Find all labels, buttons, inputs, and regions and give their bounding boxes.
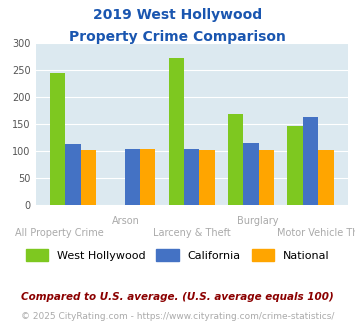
Bar [244, 143, 259, 205]
Text: Property Crime Comparison: Property Crime Comparison [69, 30, 286, 44]
Bar [169, 58, 184, 205]
Bar [200, 149, 215, 205]
Bar [259, 149, 274, 205]
Text: 2019 West Hollywood: 2019 West Hollywood [93, 8, 262, 22]
Text: Compared to U.S. average. (U.S. average equals 100): Compared to U.S. average. (U.S. average … [21, 292, 334, 302]
Text: Motor Vehicle Theft: Motor Vehicle Theft [277, 228, 355, 238]
Text: © 2025 CityRating.com - https://www.cityrating.com/crime-statistics/: © 2025 CityRating.com - https://www.city… [21, 312, 334, 321]
Bar [318, 149, 334, 205]
Text: Larceny & Theft: Larceny & Theft [153, 228, 231, 238]
Bar [287, 126, 303, 205]
Bar [140, 149, 155, 205]
Bar [228, 114, 244, 205]
Bar [125, 148, 140, 205]
Bar [81, 149, 96, 205]
Bar [50, 73, 65, 205]
Bar [184, 149, 200, 205]
Text: All Property Crime: All Property Crime [15, 228, 104, 238]
Text: Burglary: Burglary [237, 216, 279, 226]
Bar [303, 117, 318, 205]
Legend: West Hollywood, California, National: West Hollywood, California, National [21, 245, 334, 265]
Bar [65, 144, 81, 205]
Text: Arson: Arson [111, 216, 140, 226]
